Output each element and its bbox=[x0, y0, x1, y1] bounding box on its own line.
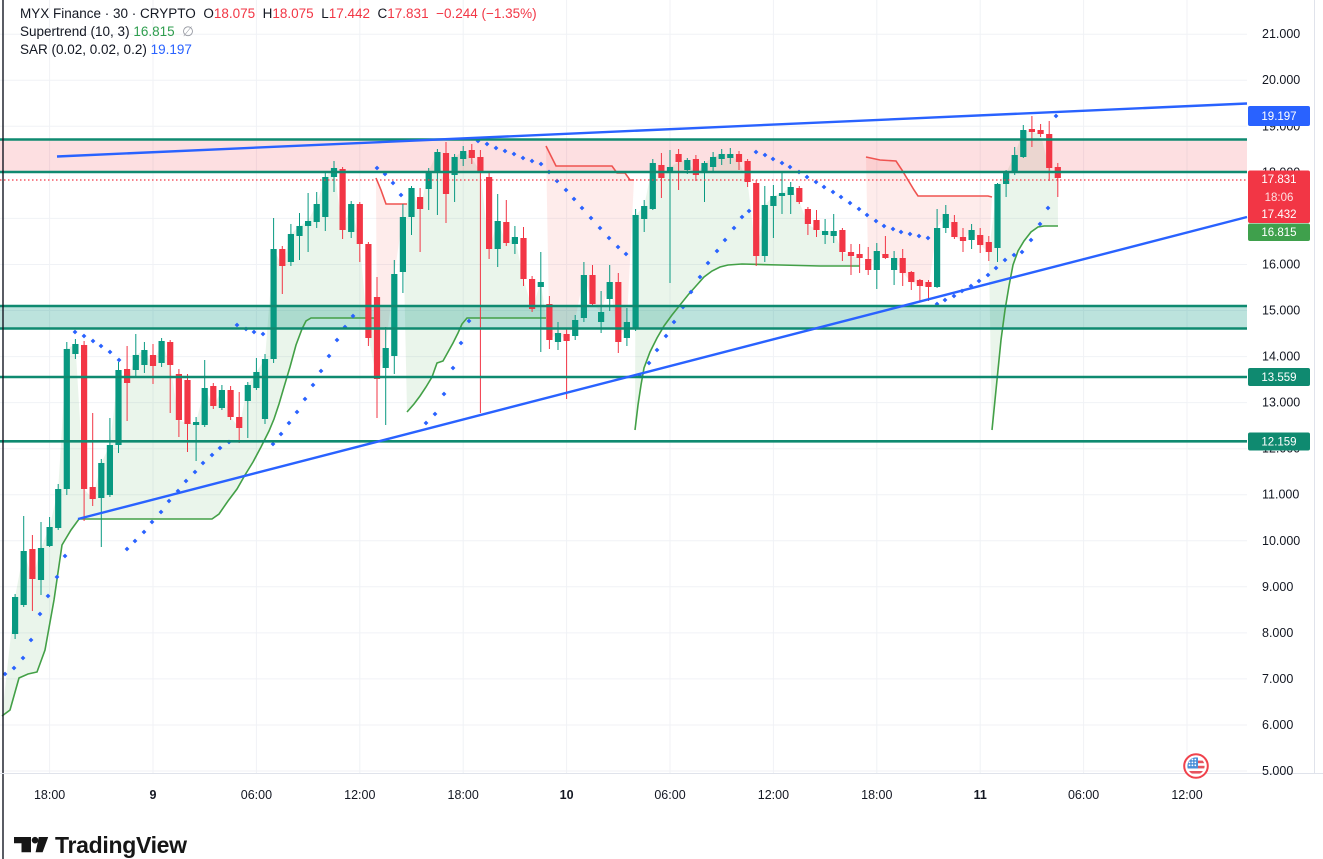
svg-text:12.159: 12.159 bbox=[1261, 437, 1296, 449]
svg-text:18:00: 18:00 bbox=[34, 788, 65, 802]
svg-text:12:00: 12:00 bbox=[344, 788, 375, 802]
svg-text:6.000: 6.000 bbox=[1262, 718, 1293, 732]
svg-text:16.000: 16.000 bbox=[1262, 258, 1300, 272]
svg-text:13.000: 13.000 bbox=[1262, 396, 1300, 410]
svg-text:06:00: 06:00 bbox=[1068, 788, 1099, 802]
svg-text:18:00: 18:00 bbox=[861, 788, 892, 802]
svg-text:21.000: 21.000 bbox=[1262, 27, 1300, 41]
svg-text:14.000: 14.000 bbox=[1262, 350, 1300, 364]
svg-text:11.000: 11.000 bbox=[1262, 488, 1299, 502]
svg-text:16.815: 16.815 bbox=[1261, 227, 1296, 239]
svg-text:12:00: 12:00 bbox=[758, 788, 789, 802]
svg-text:13.559: 13.559 bbox=[1261, 372, 1296, 384]
svg-text:SAR (0.02, 0.02, 0.2) 19.197: SAR (0.02, 0.02, 0.2) 19.197 bbox=[20, 42, 192, 57]
svg-text:17.432: 17.432 bbox=[1261, 209, 1296, 221]
svg-text:17.831: 17.831 bbox=[1261, 174, 1296, 186]
svg-text:20.000: 20.000 bbox=[1262, 73, 1300, 87]
svg-text:12:00: 12:00 bbox=[1171, 788, 1202, 802]
svg-text:11: 11 bbox=[974, 788, 987, 802]
svg-text:10: 10 bbox=[560, 788, 574, 802]
svg-text:Supertrend (10, 3) 16.815 ∅: Supertrend (10, 3) 16.815 ∅ bbox=[20, 24, 194, 39]
svg-text:19.197: 19.197 bbox=[1261, 111, 1296, 123]
svg-text:18:06: 18:06 bbox=[1265, 192, 1294, 204]
svg-text:06:00: 06:00 bbox=[654, 788, 685, 802]
svg-text:8.000: 8.000 bbox=[1262, 626, 1293, 640]
svg-text:7.000: 7.000 bbox=[1262, 672, 1293, 686]
svg-text:MYX Finance · 30 · CRYPTO O18: MYX Finance · 30 · CRYPTO O18.075 H18.07… bbox=[20, 6, 537, 21]
svg-text:TradingView: TradingView bbox=[55, 832, 187, 858]
svg-text:18:00: 18:00 bbox=[448, 788, 479, 802]
svg-text:9.000: 9.000 bbox=[1262, 580, 1293, 594]
svg-text:5.000: 5.000 bbox=[1262, 764, 1293, 778]
svg-text:06:00: 06:00 bbox=[241, 788, 272, 802]
svg-text:15.000: 15.000 bbox=[1262, 304, 1300, 318]
svg-text:9: 9 bbox=[150, 788, 157, 802]
svg-text:10.000: 10.000 bbox=[1262, 534, 1300, 548]
